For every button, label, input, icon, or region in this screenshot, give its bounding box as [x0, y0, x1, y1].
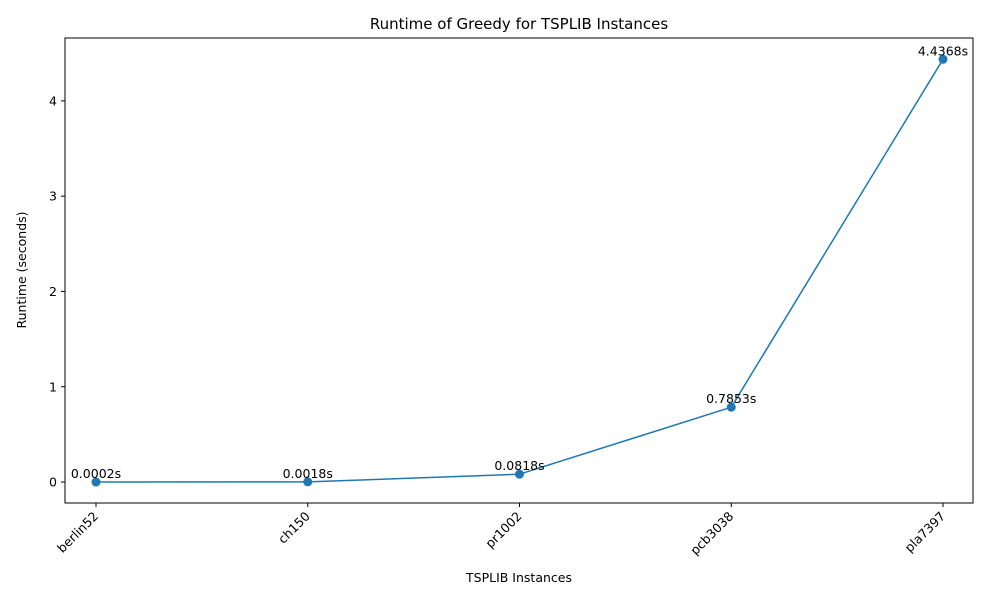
y-axis-label: Runtime (seconds) — [14, 211, 29, 328]
data-label: 0.0002s — [71, 466, 121, 481]
series-layer — [92, 55, 948, 487]
y-tick-label: 4 — [49, 93, 57, 108]
x-tick-label: berlin52 — [54, 509, 101, 556]
y-tick-label: 1 — [49, 379, 57, 394]
x-axis: berlin52 ch150 pr1002 pcb3038 pla7397 — [54, 503, 948, 558]
data-label: 0.0018s — [283, 466, 333, 481]
data-label: 0.0818s — [494, 458, 544, 473]
data-label: 0.7853s — [706, 391, 756, 406]
x-tick-label: ch150 — [275, 508, 313, 546]
y-tick-label: 3 — [49, 189, 57, 204]
data-label-layer: 0.0002s 0.0018s 0.0818s 0.7853s 4.4368s — [71, 43, 968, 481]
y-tick-label: 2 — [49, 284, 57, 299]
x-tick-label: pcb3038 — [687, 508, 736, 557]
data-label: 4.4368s — [918, 43, 968, 58]
x-tick-label: pr1002 — [482, 509, 524, 551]
y-tick-label: 0 — [49, 475, 57, 490]
x-tick-label: pla7397 — [902, 509, 949, 556]
plot-frame — [65, 38, 973, 503]
chart-title: Runtime of Greedy for TSPLIB Instances — [370, 15, 668, 33]
x-axis-label: TSPLIB Instances — [465, 570, 572, 585]
series-line — [96, 59, 943, 482]
y-axis: 0 1 2 3 4 — [49, 93, 65, 489]
